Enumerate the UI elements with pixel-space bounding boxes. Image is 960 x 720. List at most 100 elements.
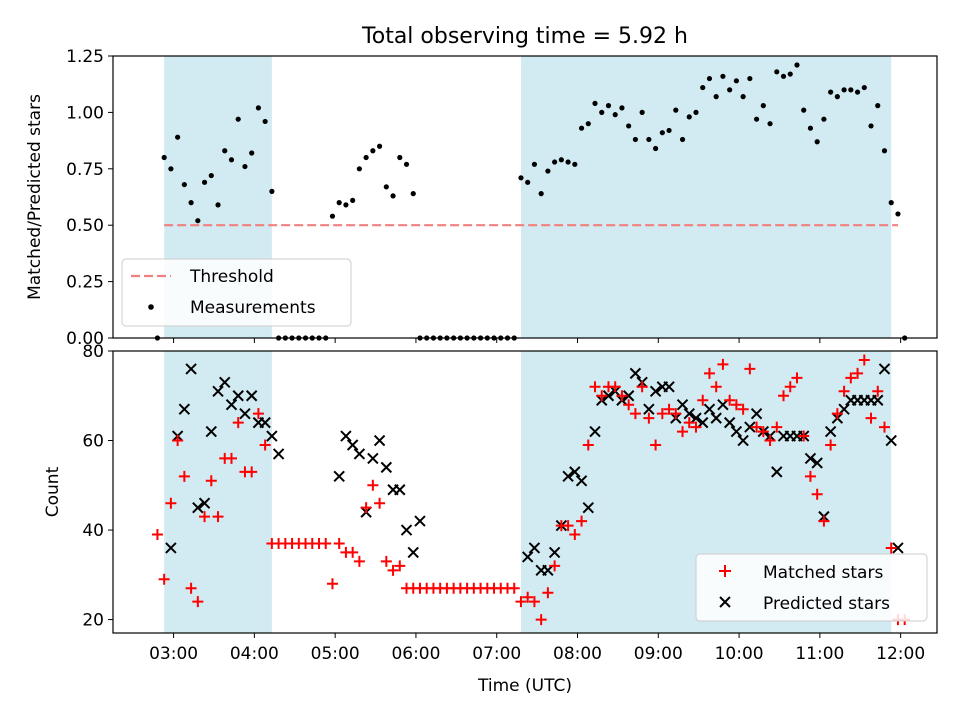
measurement-point [659, 130, 665, 136]
measurement-point [821, 116, 827, 122]
predicted-point [232, 390, 244, 402]
predicted-point [811, 457, 823, 469]
measurement-point [383, 184, 389, 190]
predicted-point [266, 430, 278, 442]
measurement-point [235, 116, 241, 122]
predicted-point [569, 466, 581, 478]
matched-point [670, 408, 682, 420]
measurement-point [895, 211, 901, 217]
matched-point [353, 555, 365, 567]
matched-point [697, 394, 709, 406]
y-tick-label: 0.00 [66, 329, 104, 349]
matched-point [616, 390, 628, 402]
predicted-point [872, 394, 884, 406]
measurement-point [255, 105, 262, 111]
chart-title: Total observing time = 5.92 h [361, 24, 688, 49]
x-tick-label: 03:00 [149, 644, 198, 664]
matched-point [636, 381, 648, 393]
predicted-point [562, 470, 574, 483]
matched-point [508, 582, 520, 594]
predicted-point [521, 551, 534, 563]
measurement-point [356, 166, 362, 172]
ratio-y-ticks: 0.00 0.25 0.50 0.75 1.00 1.25 [66, 47, 113, 349]
matched-point [710, 381, 722, 393]
matched-legend-swatch [719, 565, 731, 577]
predicted-point [643, 403, 655, 415]
matched-point [778, 390, 790, 402]
y-tick-label: 1.00 [66, 103, 104, 123]
matched-point [178, 470, 190, 482]
measurement-point [794, 62, 800, 68]
measurement-point [605, 103, 612, 109]
matched-point [717, 358, 729, 370]
predicted-point [710, 412, 722, 424]
matched-point [757, 426, 769, 438]
predicted-point [703, 403, 716, 415]
measurement-point [552, 159, 558, 165]
predicted-point [272, 448, 285, 460]
predicted-point [414, 515, 426, 527]
matched-point [737, 403, 749, 415]
measurement-point [632, 136, 639, 143]
measurement-legend-swatch [148, 304, 154, 310]
matched-point [320, 537, 332, 549]
matched-point [818, 515, 830, 527]
predicted-point [582, 501, 594, 514]
measurement-point [888, 200, 894, 206]
matched-point [185, 582, 197, 594]
predicted-point [205, 425, 217, 438]
matched-point [549, 560, 561, 572]
y-tick-label: 60 [82, 432, 104, 452]
matched-point [387, 564, 399, 576]
predicted-point [333, 470, 345, 483]
x-tick-label: 11:00 [795, 644, 844, 664]
measurement-point [545, 168, 551, 174]
measurement-point [713, 94, 719, 100]
matched-point [878, 421, 890, 433]
matched-point [542, 587, 554, 599]
matched-point [562, 520, 574, 532]
predicted-point [824, 425, 837, 438]
measurement-point [397, 154, 403, 161]
predicted-point [622, 390, 635, 402]
predicted-point [346, 439, 359, 451]
x-tick-label: 08:00 [553, 644, 602, 664]
matched-point [212, 511, 224, 523]
count-marks [151, 354, 911, 626]
predicted-point [353, 448, 366, 460]
matched-point [858, 354, 870, 366]
measurement-point [814, 139, 820, 145]
measurement-point [228, 157, 235, 163]
predicted-point [185, 363, 197, 375]
measurement-point [780, 73, 787, 79]
matched-point [703, 367, 715, 379]
matched-point [596, 390, 608, 402]
predicted-point [697, 416, 709, 429]
matched-point [623, 399, 635, 411]
matched-point [326, 578, 338, 590]
predicted-point [663, 381, 675, 393]
measurement-point [592, 100, 598, 106]
shaded-band [164, 351, 272, 633]
y-tick-label: 0.75 [66, 160, 104, 180]
measurement-point [336, 200, 342, 206]
measurement-point [807, 125, 814, 131]
matched-point [225, 452, 237, 464]
measurement-point [881, 148, 888, 154]
measurement-legend-label: Measurements [190, 298, 316, 318]
measurement-point [801, 107, 807, 113]
predicted-point [878, 363, 891, 375]
count-x-ticks: 03:00 04:00 05:00 06:00 07:00 08:00 09:00 10:00… [149, 633, 925, 664]
measurement-point [861, 84, 867, 91]
matched-point [259, 439, 271, 451]
count-y-ticks: 20 40 60 80 [82, 342, 113, 631]
matched-point [811, 488, 823, 500]
matched-point [730, 399, 742, 411]
matched-point [380, 555, 392, 567]
measurement-point [733, 78, 739, 84]
predicted-point [245, 390, 258, 402]
matched-point [798, 430, 810, 442]
measurement-point [175, 134, 181, 140]
